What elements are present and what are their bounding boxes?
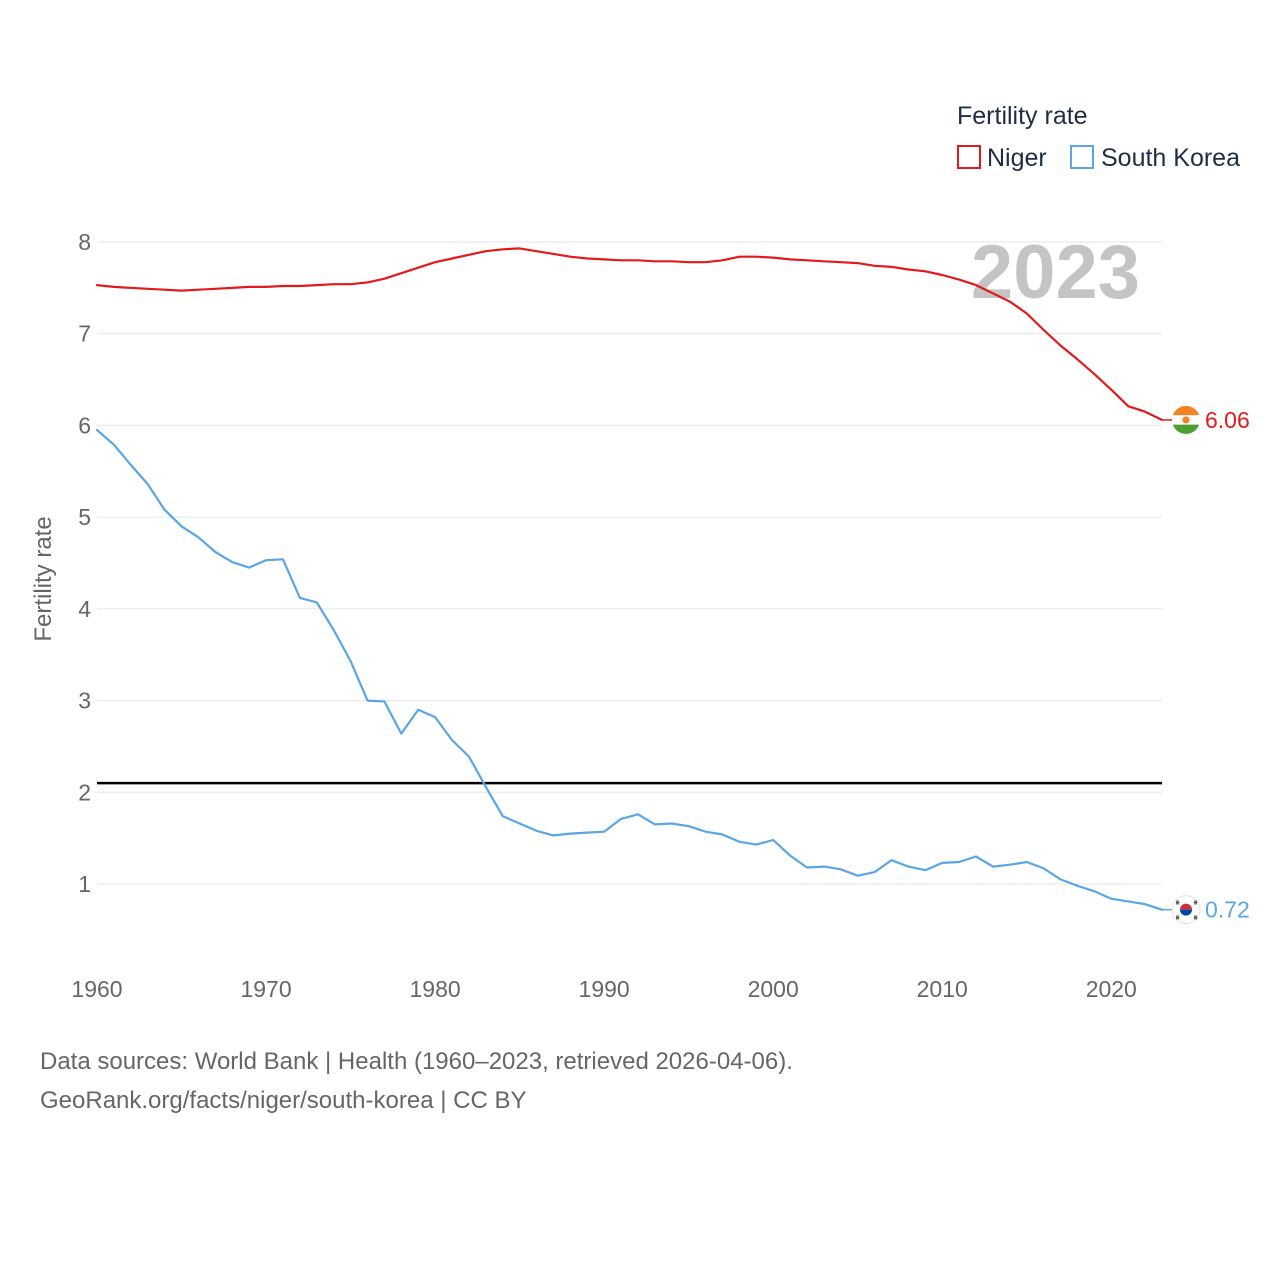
y-axis-label: Fertility rate — [30, 516, 57, 641]
x-axis-ticks: 1960 1970 1980 1990 2000 2010 2020 — [71, 976, 1136, 1002]
year-label: 2023 — [971, 230, 1140, 315]
x-tick-label: 2000 — [748, 976, 799, 1002]
legend: Fertility rate Niger South Korea — [957, 102, 1240, 172]
y-tick-label: 1 — [78, 871, 91, 897]
legend-swatch-south-korea[interactable] — [1070, 145, 1094, 169]
y-tick-label: 2 — [78, 779, 91, 805]
end-value-niger: 6.06 — [1205, 407, 1250, 433]
y-tick-label: 5 — [78, 504, 91, 530]
y-tick-label: 7 — [78, 321, 91, 347]
legend-swatch-niger[interactable] — [957, 145, 981, 169]
y-tick-label: 8 — [78, 229, 91, 255]
legend-title: Fertility rate — [957, 102, 1088, 130]
y-tick-label: 3 — [78, 688, 91, 714]
series-line-niger[interactable] — [95, 247, 1164, 421]
endpoint-labels: 6.06 0.72 — [1162, 405, 1250, 925]
series-layer — [95, 247, 1164, 911]
y-axis-ticks: 1 2 3 4 5 6 7 8 — [78, 229, 91, 897]
x-tick-label: 1980 — [410, 976, 461, 1002]
y-tick-label: 6 — [78, 412, 91, 438]
series-line-south-korea[interactable] — [95, 428, 1164, 911]
x-tick-label: 1960 — [71, 976, 122, 1002]
legend-item-niger[interactable]: Niger — [987, 144, 1047, 172]
end-value-south-korea: 0.72 — [1205, 897, 1250, 923]
x-tick-label: 1970 — [240, 976, 291, 1002]
x-tick-label: 1990 — [579, 976, 630, 1002]
niger-flag — [1172, 405, 1200, 434]
south-korea-flag — [1171, 895, 1201, 925]
grid-layer — [97, 241, 1162, 885]
legend-item-south-korea[interactable]: South Korea — [1101, 144, 1240, 172]
y-tick-label: 4 — [78, 596, 91, 622]
footer-sources: Data sources: World Bank | Health (1960–… — [40, 1048, 793, 1075]
footer-link[interactable]: GeoRank.org/facts/niger/south-korea | CC… — [40, 1087, 526, 1114]
x-tick-label: 2010 — [917, 976, 968, 1002]
x-tick-label: 2020 — [1086, 976, 1137, 1002]
